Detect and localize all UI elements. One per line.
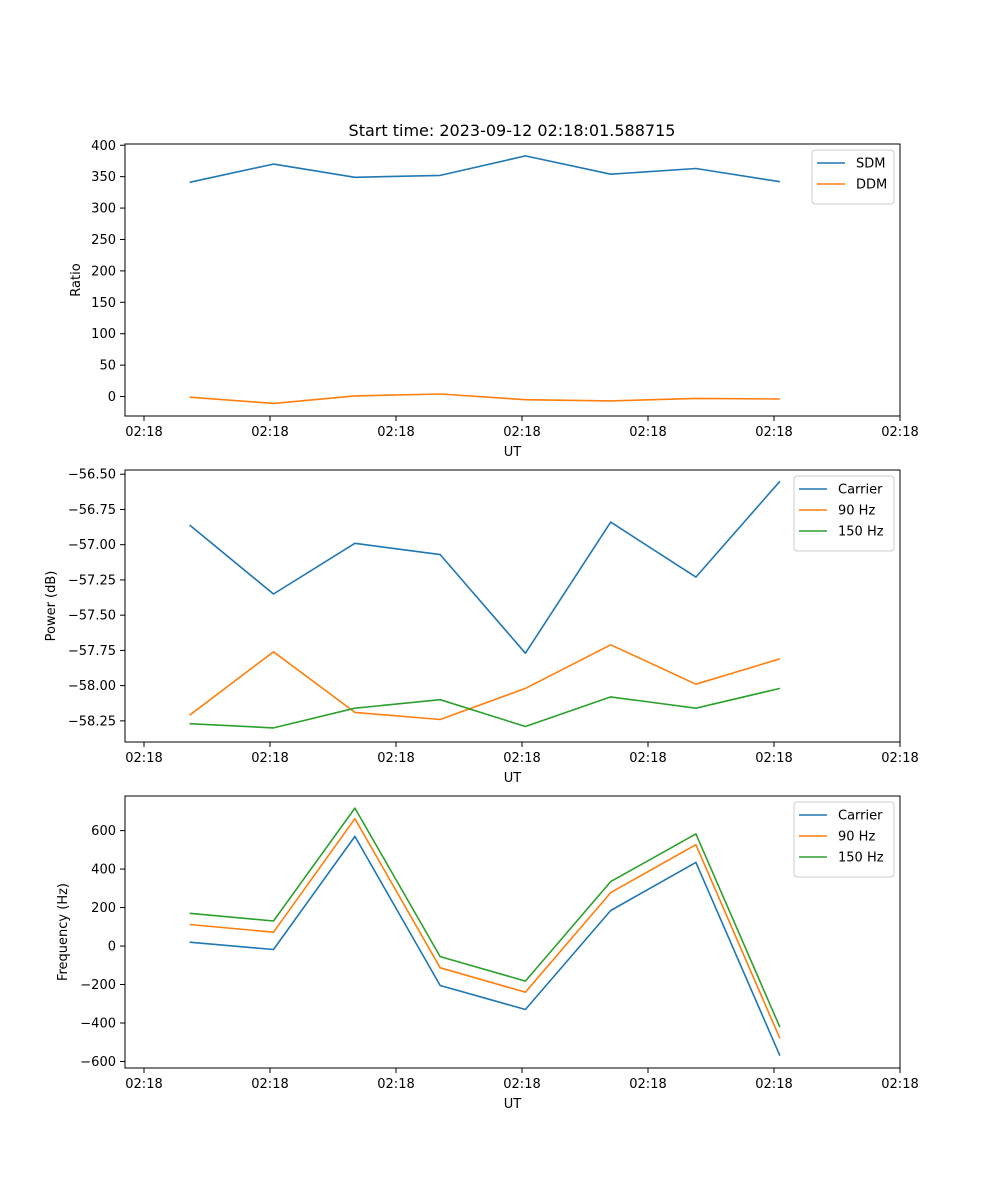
legend: SDM DDM (811, 149, 895, 205)
legend-label: 90 Hz (838, 830, 875, 845)
y-axis-label: Ratio (69, 263, 84, 296)
series-line-ddm (189, 393, 780, 405)
subplot-ratio: 02:18 02:18 02:18 02:18 02:18 02:18 02:18 UT 0 50… (69, 139, 919, 460)
x-axis-label: UT (504, 445, 522, 460)
x-tick-label: 02:18 (755, 751, 792, 766)
x-tick-label: 02:18 (881, 425, 918, 440)
y-tick-label: −58.00 (68, 679, 116, 694)
y-tick-label: 0 (108, 940, 116, 955)
x-tick-label: 02:18 (629, 1077, 666, 1092)
axes-frame (124, 469, 901, 743)
y-tick-label: 200 (91, 901, 116, 916)
x-tick-label: 02:18 (503, 425, 540, 440)
series-line-90-hz (189, 643, 781, 721)
y-axis-label: Frequency (Hz) (56, 883, 71, 981)
legend-box (793, 475, 895, 552)
axes-frame (124, 143, 901, 417)
y-tick-label: 250 (91, 233, 116, 248)
figure-title: Start time: 2023-09-12 02:18:01.588715 (349, 121, 676, 140)
y-tick-label: −57.75 (68, 644, 116, 659)
series-line-150-hz (189, 807, 781, 1028)
legend: Carrier 90 Hz 150 Hz (793, 475, 895, 552)
x-tick-label: 02:18 (125, 751, 162, 766)
series-line-carrier (189, 835, 781, 1057)
x-tick-label: 02:18 (503, 751, 540, 766)
x-tick-label: 02:18 (251, 751, 288, 766)
subplot-frequency: 02:18 02:18 02:18 02:18 02:18 02:18 02:18 UT −60… (56, 795, 919, 1112)
x-tick-label: 02:18 (377, 425, 414, 440)
y-tick-label: 600 (91, 824, 116, 839)
legend: Carrier 90 Hz 150 Hz (793, 801, 895, 878)
y-tick-label: −56.75 (68, 503, 116, 518)
x-tick-label: 02:18 (629, 425, 666, 440)
y-tick-label: 400 (91, 139, 116, 154)
y-tick-label: −600 (80, 1055, 116, 1070)
x-axis-label: UT (504, 771, 522, 786)
y-tick-label: −400 (80, 1016, 116, 1031)
x-tick-label: 02:18 (377, 751, 414, 766)
x-tick-label: 02:18 (251, 425, 288, 440)
legend-label: Carrier (838, 809, 883, 824)
y-tick-label: 0 (108, 390, 116, 405)
legend-box (793, 801, 895, 878)
y-tick-label: 150 (91, 296, 116, 311)
x-tick-label: 02:18 (377, 1077, 414, 1092)
y-tick-label: −58.25 (68, 714, 116, 729)
legend-label: 150 Hz (838, 851, 884, 866)
y-tick-label: 50 (99, 359, 116, 374)
y-tick-label: 350 (91, 170, 116, 185)
series-line-90-hz (189, 817, 781, 1039)
x-tick-label: 02:18 (629, 751, 666, 766)
series-line-sdm (189, 155, 781, 184)
x-tick-label: 02:18 (881, 1077, 918, 1092)
series-line-carrier (189, 480, 781, 655)
y-tick-label: −57.25 (68, 573, 116, 588)
legend-label: 90 Hz (838, 504, 875, 519)
legend-label: Carrier (838, 483, 883, 498)
y-tick-label: −57.00 (68, 538, 116, 553)
y-tick-label: 100 (91, 327, 116, 342)
y-tick-label: −57.50 (68, 609, 116, 624)
x-tick-label: 02:18 (125, 425, 162, 440)
axes-frame (124, 795, 901, 1069)
legend-label: SDM (856, 157, 885, 172)
y-tick-label: 400 (91, 863, 116, 878)
x-tick-label: 02:18 (881, 751, 918, 766)
series-line-150-hz (189, 687, 781, 729)
y-tick-label: −200 (80, 978, 116, 993)
x-tick-label: 02:18 (755, 425, 792, 440)
y-tick-label: 200 (91, 264, 116, 279)
y-tick-label: 300 (91, 202, 116, 217)
y-tick-label: −56.50 (68, 468, 116, 483)
x-tick-label: 02:18 (503, 1077, 540, 1092)
x-axis-label: UT (504, 1097, 522, 1112)
subplot-power: 02:18 02:18 02:18 02:18 02:18 02:18 02:18 UT −58… (44, 468, 919, 786)
legend-label: DDM (856, 178, 887, 193)
y-axis-label: Power (dB) (44, 571, 59, 642)
x-tick-label: 02:18 (125, 1077, 162, 1092)
x-tick-label: 02:18 (755, 1077, 792, 1092)
x-tick-label: 02:18 (251, 1077, 288, 1092)
legend-label: 150 Hz (838, 525, 884, 540)
